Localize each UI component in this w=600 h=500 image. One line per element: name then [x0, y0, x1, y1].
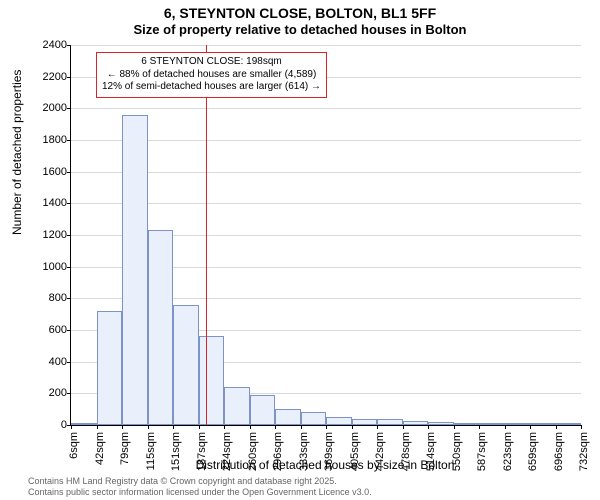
histogram-bar	[122, 115, 148, 425]
histogram-bar	[428, 422, 454, 425]
gridline	[71, 108, 581, 109]
y-tick	[67, 108, 71, 109]
x-tick	[71, 425, 72, 429]
y-tick	[67, 45, 71, 46]
footer-attribution: Contains HM Land Registry data © Crown c…	[28, 476, 372, 497]
annotation-line: 6 STEYNTON CLOSE: 198sqm	[102, 56, 321, 69]
histogram-bar	[199, 336, 225, 425]
histogram-bar	[505, 423, 531, 425]
x-tick	[250, 425, 251, 429]
histogram-bar	[148, 230, 174, 425]
gridline	[71, 140, 581, 141]
y-tick-label: 2000	[33, 102, 67, 114]
histogram-bar	[352, 419, 378, 425]
histogram-bar	[173, 305, 199, 425]
x-tick	[581, 425, 582, 429]
y-tick-label: 0	[33, 419, 67, 431]
x-tick	[301, 425, 302, 429]
footer-line-2: Contains public sector information licen…	[28, 487, 372, 497]
y-tick-label: 2400	[33, 39, 67, 51]
x-tick	[275, 425, 276, 429]
x-tick	[556, 425, 557, 429]
histogram-bar	[275, 409, 301, 425]
y-tick	[67, 362, 71, 363]
histogram-plot: 0200400600800100012001400160018002000220…	[70, 45, 581, 426]
y-tick	[67, 140, 71, 141]
x-tick	[148, 425, 149, 429]
y-tick	[67, 267, 71, 268]
y-tick	[67, 172, 71, 173]
y-tick-label: 1400	[33, 197, 67, 209]
x-tick	[97, 425, 98, 429]
x-tick	[530, 425, 531, 429]
y-tick-label: 400	[33, 356, 67, 368]
y-tick	[67, 298, 71, 299]
histogram-bar	[71, 423, 97, 425]
y-tick-label: 1000	[33, 261, 67, 273]
y-tick-label: 600	[33, 324, 67, 336]
histogram-bar	[224, 387, 250, 425]
histogram-bar	[479, 423, 505, 425]
annotation-box: 6 STEYNTON CLOSE: 198sqm← 88% of detache…	[96, 52, 327, 98]
histogram-bar	[301, 412, 327, 425]
x-tick	[224, 425, 225, 429]
histogram-bar	[250, 395, 276, 425]
y-tick	[67, 77, 71, 78]
gridline	[71, 172, 581, 173]
histogram-bar	[377, 419, 403, 425]
x-tick	[505, 425, 506, 429]
x-tick	[479, 425, 480, 429]
x-tick	[326, 425, 327, 429]
histogram-bar	[403, 421, 429, 425]
histogram-bar	[97, 311, 123, 425]
x-tick	[173, 425, 174, 429]
x-tick	[199, 425, 200, 429]
y-tick-label: 1800	[33, 134, 67, 146]
y-tick-label: 1200	[33, 229, 67, 241]
histogram-bar	[530, 423, 556, 425]
y-tick	[67, 330, 71, 331]
histogram-bar	[454, 423, 480, 425]
y-tick	[67, 393, 71, 394]
y-tick-label: 1600	[33, 166, 67, 178]
x-tick	[454, 425, 455, 429]
x-tick	[377, 425, 378, 429]
x-tick	[403, 425, 404, 429]
footer-line-1: Contains HM Land Registry data © Crown c…	[28, 476, 372, 486]
y-axis-title: Number of detached properties	[10, 70, 24, 235]
x-tick	[122, 425, 123, 429]
histogram-bar	[556, 423, 582, 425]
y-tick-label: 2200	[33, 71, 67, 83]
x-axis-title: Distribution of detached houses by size …	[70, 458, 580, 472]
title-sub: Size of property relative to detached ho…	[0, 22, 600, 37]
histogram-bar	[326, 417, 352, 425]
gridline	[71, 203, 581, 204]
title-main: 6, STEYNTON CLOSE, BOLTON, BL1 5FF	[0, 5, 600, 21]
gridline	[71, 45, 581, 46]
x-tick	[428, 425, 429, 429]
x-tick	[352, 425, 353, 429]
y-tick-label: 200	[33, 387, 67, 399]
y-tick	[67, 203, 71, 204]
y-tick	[67, 235, 71, 236]
reference-line	[206, 45, 207, 425]
annotation-line: ← 88% of detached houses are smaller (4,…	[102, 69, 321, 82]
y-tick-label: 800	[33, 292, 67, 304]
annotation-line: 12% of semi-detached houses are larger (…	[102, 81, 321, 94]
